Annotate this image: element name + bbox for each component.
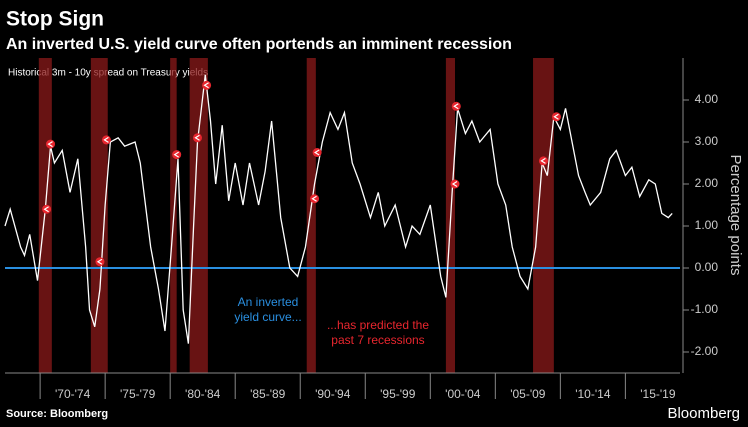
annotation: past 7 recessions <box>331 333 424 347</box>
inversion-marker <box>202 80 212 90</box>
annotation: An inverted <box>238 295 299 309</box>
y-tick-label: 3.00 <box>695 134 719 148</box>
marker-arrow <box>451 180 458 188</box>
inversion-marker <box>42 204 52 214</box>
inversion-marker <box>551 112 561 122</box>
marker-arrow <box>553 113 559 120</box>
y-axis-label: Percentage points <box>727 155 744 276</box>
marker-arrow <box>47 141 53 148</box>
recession-band <box>306 58 316 373</box>
recession-band <box>189 58 208 373</box>
marker-arrow <box>453 103 459 110</box>
marker-arrow <box>540 157 546 164</box>
x-tick-label: '05-'09 <box>510 387 546 401</box>
x-tick-label: '90-'94 <box>315 387 351 401</box>
inversion-marker <box>450 179 460 189</box>
y-tick-label: 2.00 <box>695 176 719 190</box>
marker-arrow <box>314 149 320 156</box>
x-tick-label: '10-'14 <box>575 387 611 401</box>
marker-arrow <box>173 151 179 158</box>
chart-subtitle: An inverted U.S. yield curve often porte… <box>6 36 512 53</box>
marker-arrow <box>194 134 200 141</box>
marker-arrow <box>203 82 209 89</box>
brand: Bloomberg <box>667 405 740 422</box>
y-tick-label: 0.00 <box>695 260 719 274</box>
inversion-marker <box>310 194 320 204</box>
recession-band <box>533 58 554 373</box>
inversion-marker <box>192 133 202 143</box>
x-tick-label: '85-'89 <box>250 387 286 401</box>
inversion-marker <box>46 139 56 149</box>
x-tick-label: '00-'04 <box>445 387 481 401</box>
marker-arrow <box>96 258 103 265</box>
y-tick-label: -1.00 <box>691 302 719 316</box>
marker-arrow <box>311 195 317 202</box>
y-tick-label: 4.00 <box>695 92 719 106</box>
x-tick-label: '80-'84 <box>185 387 221 401</box>
y-tick-label: 1.00 <box>695 218 719 232</box>
x-tick-label: '15-'19 <box>640 387 676 401</box>
x-tick-label: '95-'99 <box>380 387 416 401</box>
annotation: yield curve... <box>234 310 301 324</box>
marker-arrow <box>103 136 109 143</box>
inversion-marker <box>101 135 111 145</box>
y-tick-label: -2.00 <box>691 344 719 358</box>
note: Historical 3m - 10y spread on Treasury y… <box>8 68 208 79</box>
marker-arrow <box>43 206 49 213</box>
recession-band <box>38 58 52 373</box>
spread-line <box>4 74 673 344</box>
inversion-marker <box>95 257 105 267</box>
inversion-marker <box>312 148 322 157</box>
recession-band <box>90 58 108 373</box>
x-tick-label: '70-'74 <box>55 387 91 401</box>
inversion-marker <box>451 101 461 111</box>
source: Source: Bloomberg <box>6 408 108 420</box>
inversion-marker <box>538 156 548 166</box>
annotation: ...has predicted the <box>327 318 429 332</box>
chart-title: Stop Sign <box>6 8 104 31</box>
inversion-marker <box>172 150 182 160</box>
x-tick-label: '75-'79 <box>120 387 156 401</box>
